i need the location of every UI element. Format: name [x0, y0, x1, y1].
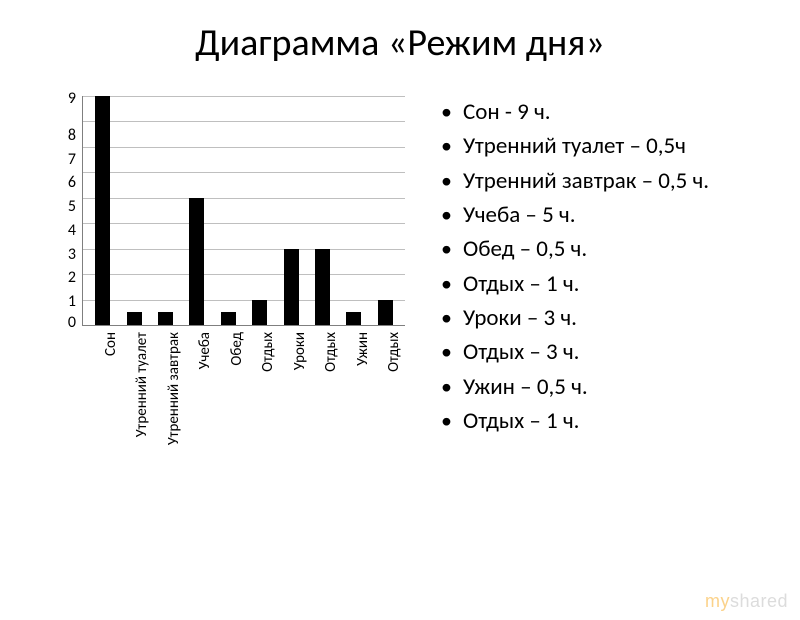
x-label: Уроки — [283, 332, 298, 452]
x-label: Утренний туалет — [126, 332, 141, 452]
bars — [83, 96, 405, 325]
bar — [284, 249, 299, 325]
plot-area — [82, 96, 405, 326]
y-tick: 6 — [68, 175, 76, 191]
y-tick: 2 — [68, 270, 76, 286]
x-label: Сон — [94, 332, 109, 452]
bar-chart: 9876543210 СонУтренний туалетУтренний за… — [60, 96, 405, 452]
y-tick: 0 — [68, 315, 76, 331]
x-label: Отдых — [252, 332, 267, 452]
x-label: Учеба — [189, 332, 204, 452]
bar — [315, 249, 330, 325]
x-label: Утренний завтрак — [157, 332, 172, 452]
content: 9876543210 СонУтренний туалетУтренний за… — [0, 96, 800, 452]
legend-list: Сон - 9 ч.Утренний туалет – 0,5чУтренний… — [435, 96, 760, 452]
y-tick: 1 — [68, 294, 76, 310]
bar — [95, 96, 110, 325]
legend-item: Уроки – 3 ч. — [435, 302, 760, 335]
legend-item: Отдых – 3 ч. — [435, 336, 760, 369]
bar — [252, 300, 267, 325]
legend-item: Утренний туалет – 0,5ч — [435, 130, 760, 163]
x-label: Ужин — [346, 332, 361, 452]
bar — [346, 312, 361, 325]
y-tick: 5 — [68, 199, 76, 215]
y-tick: 4 — [68, 223, 76, 239]
legend-item: Учеба – 5 ч. — [435, 199, 760, 232]
legend-item: Утренний завтрак – 0,5 ч. — [435, 165, 760, 198]
x-label: Обед — [220, 332, 235, 452]
legend-item: Ужин – 0,5 ч. — [435, 371, 760, 404]
bar — [378, 300, 393, 325]
y-tick: 9 — [68, 91, 76, 107]
x-label: Отдых — [378, 332, 393, 452]
legend-item: Обед – 0,5 ч. — [435, 233, 760, 266]
y-tick: 8 — [68, 128, 76, 144]
legend-item: Отдых – 1 ч. — [435, 405, 760, 438]
legend-item: Отдых – 1 ч. — [435, 268, 760, 301]
bar — [221, 312, 236, 325]
bar — [127, 312, 142, 325]
legend-item: Сон - 9 ч. — [435, 96, 760, 129]
x-label: Отдых — [315, 332, 330, 452]
bar — [158, 312, 173, 325]
y-tick: 3 — [68, 247, 76, 263]
page-title: Диаграмма «Режим дня» — [0, 20, 800, 66]
y-axis: 9876543210 — [60, 96, 82, 326]
bar — [189, 198, 204, 325]
watermark: myshared — [705, 591, 788, 612]
x-axis: Сон Утренний туалет Утренний завтрак Учеба О… — [82, 326, 405, 452]
y-tick: 7 — [68, 152, 76, 168]
